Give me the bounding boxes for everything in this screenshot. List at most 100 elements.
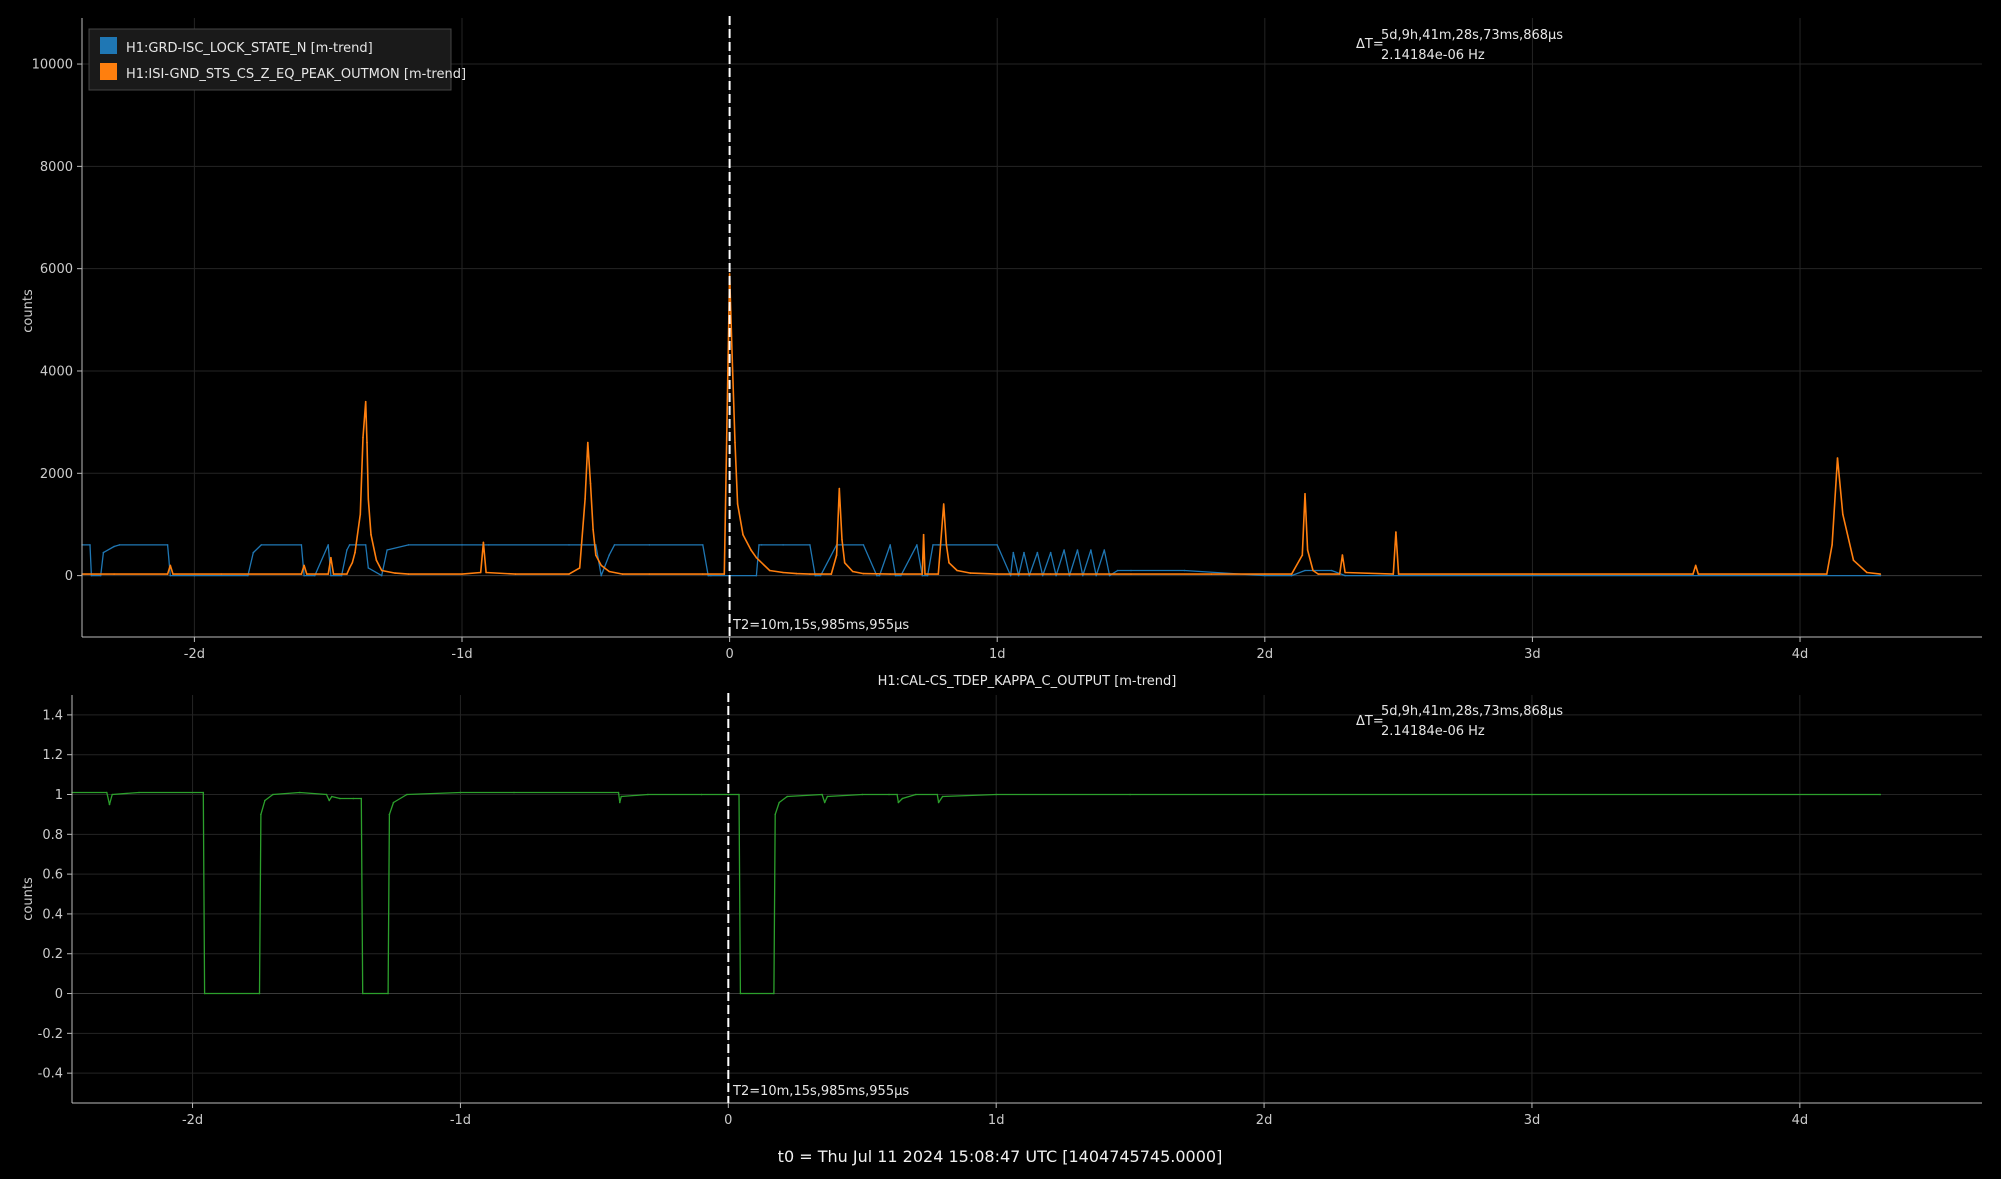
data-point bbox=[348, 567, 351, 569]
data-point bbox=[298, 791, 301, 794]
bottom-plot-panel[interactable]: H1:CAL-CS_TDEP_KAPPA_C_OUTPUT [m-trend] … bbox=[21, 674, 1982, 1128]
bottom-plot-title: H1:CAL-CS_TDEP_KAPPA_C_OUTPUT [m-trend] bbox=[878, 674, 1177, 689]
data-point bbox=[782, 544, 784, 546]
data-point bbox=[600, 574, 602, 577]
data-point bbox=[956, 569, 958, 572]
data-point bbox=[731, 360, 734, 362]
data-point bbox=[169, 564, 172, 567]
data-point bbox=[407, 544, 410, 546]
legend-item-grd-isc-lock-state[interactable]: H1:GRD-ISC_LOCK_STATE_N [m-trend] bbox=[100, 37, 373, 56]
top-plot-grid bbox=[82, 18, 1982, 637]
data-point bbox=[1017, 574, 1020, 577]
x-tick-label-1d: 1d bbox=[989, 647, 1006, 662]
data-point bbox=[118, 544, 121, 546]
data-point bbox=[1095, 574, 1097, 577]
data-point bbox=[851, 570, 854, 573]
data-point bbox=[380, 574, 383, 577]
data-point bbox=[1210, 573, 1213, 575]
data-point bbox=[568, 573, 570, 575]
data-point bbox=[1866, 571, 1868, 574]
data-point bbox=[1799, 573, 1801, 575]
data-point bbox=[734, 441, 736, 444]
data-point bbox=[394, 572, 396, 574]
data-point bbox=[589, 482, 592, 485]
data-point bbox=[330, 574, 332, 577]
data-point bbox=[202, 791, 205, 794]
data-point bbox=[303, 574, 305, 577]
x-tick-label-2d: 2d bbox=[1257, 647, 1274, 662]
bottom-plot-x-ticks: -2d -1d 0 1d 2d 3d 4d bbox=[182, 1103, 1808, 1128]
data-point bbox=[513, 791, 515, 794]
data-point bbox=[332, 573, 335, 575]
legend-item-isi-gnd-sts[interactable]: H1:ISI-GND_STS_CS_Z_EQ_PEAK_OUTMON [m-tr… bbox=[100, 63, 466, 82]
y-tick-label-0-8: 0.8 bbox=[42, 828, 63, 843]
data-point bbox=[306, 573, 308, 575]
bottom-plot-y-label: counts bbox=[21, 877, 36, 921]
x-tick-label-2d: -2d bbox=[182, 1113, 203, 1128]
data-point bbox=[485, 571, 487, 574]
top-plot-panel[interactable]: -2d -1d 0 1d 2d 3d 4d 0 2000 4000 6000 8000 10000 c… bbox=[21, 16, 1982, 662]
data-point bbox=[488, 544, 490, 546]
data-point bbox=[1264, 573, 1266, 575]
data-point bbox=[361, 992, 364, 995]
data-point bbox=[620, 795, 622, 798]
y-tick-label-0-2: 0.2 bbox=[42, 947, 63, 962]
data-point bbox=[1023, 551, 1025, 554]
data-point bbox=[166, 544, 169, 546]
data-point bbox=[1290, 574, 1293, 577]
data-point bbox=[862, 544, 865, 546]
data-point bbox=[937, 573, 940, 575]
data-point bbox=[111, 793, 113, 796]
data-point bbox=[924, 573, 926, 575]
bottom-plot-cursor-label: T2=10m,15s,985ms,955µs bbox=[732, 1084, 909, 1099]
data-point bbox=[861, 793, 864, 796]
data-point bbox=[99, 574, 102, 577]
data-point bbox=[220, 573, 222, 575]
data-point bbox=[648, 573, 651, 575]
data-point bbox=[1130, 573, 1132, 575]
data-point bbox=[1826, 573, 1828, 575]
data-point bbox=[1879, 793, 1881, 796]
data-point bbox=[568, 544, 570, 546]
data-point bbox=[1036, 551, 1039, 554]
data-point bbox=[1304, 569, 1306, 572]
top-plot-axes bbox=[81, 18, 1982, 638]
data-point bbox=[996, 544, 998, 546]
data-point bbox=[303, 564, 305, 567]
legend[interactable]: H1:GRD-ISC_LOCK_STATE_N [m-trend] H1:ISI… bbox=[88, 28, 466, 91]
data-point bbox=[878, 574, 881, 577]
bottom-plot-delta-prefix: ΔT= bbox=[1356, 714, 1384, 729]
data-point bbox=[354, 551, 356, 554]
x-tick-label-0: 0 bbox=[724, 1113, 732, 1128]
data-point bbox=[900, 574, 902, 577]
y-tick-label-0-6: 0.6 bbox=[42, 868, 63, 883]
data-point bbox=[876, 574, 878, 577]
x-tick-label-1d: -1d bbox=[450, 1113, 471, 1128]
y-tick-label-0: 0 bbox=[55, 987, 63, 1002]
data-point bbox=[340, 574, 343, 577]
y-tick-label-0-4: -0.4 bbox=[38, 1067, 63, 1082]
footer-t0: t0 = Thu Jul 11 2024 15:08:47 UTC [14047… bbox=[778, 1147, 1223, 1166]
data-point bbox=[922, 533, 925, 536]
data-point bbox=[937, 801, 940, 804]
data-point bbox=[89, 544, 91, 546]
data-point bbox=[1263, 793, 1265, 796]
data-point bbox=[809, 573, 811, 575]
data-point bbox=[1082, 574, 1084, 577]
data-point bbox=[1306, 549, 1309, 551]
data-point bbox=[461, 573, 463, 575]
data-point bbox=[760, 544, 763, 546]
data-point bbox=[362, 436, 364, 439]
data-point bbox=[113, 545, 115, 548]
data-point bbox=[264, 799, 266, 802]
x-tick-label-1d: 1d bbox=[988, 1113, 1005, 1128]
x-tick-label-3d: 3d bbox=[1524, 1113, 1541, 1128]
data-point bbox=[647, 793, 649, 796]
data-point bbox=[1183, 569, 1186, 572]
data-point bbox=[809, 544, 811, 546]
data-point bbox=[1392, 573, 1395, 575]
data-point bbox=[841, 539, 843, 541]
data-point bbox=[763, 564, 766, 567]
data-point bbox=[595, 554, 597, 556]
data-point bbox=[387, 992, 389, 995]
